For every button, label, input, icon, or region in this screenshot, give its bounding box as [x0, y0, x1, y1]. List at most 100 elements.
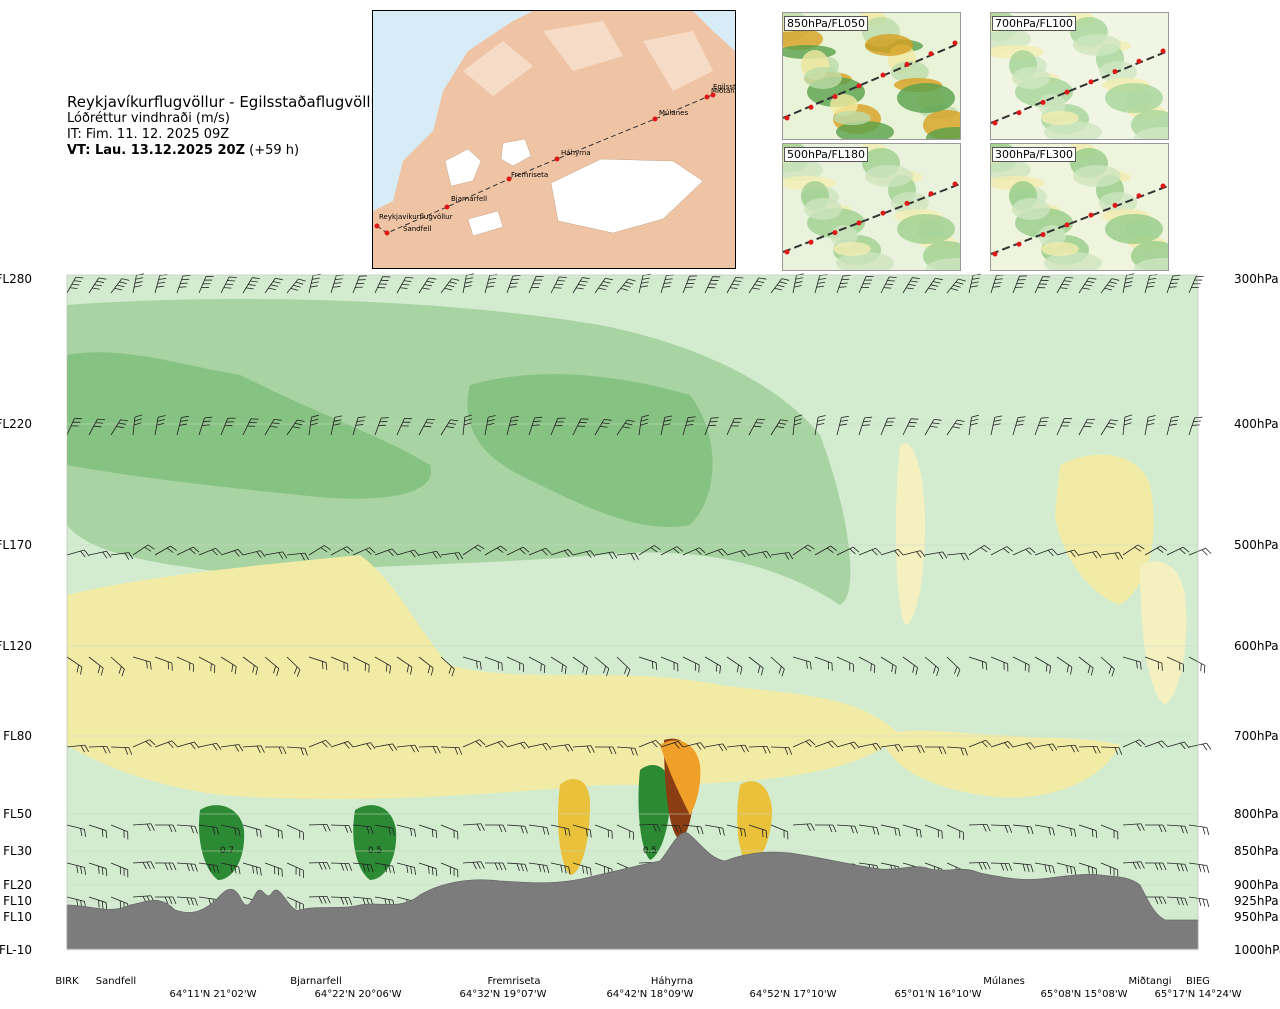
- wind-barb-feather: [271, 422, 280, 425]
- wind-barb-staff: [682, 824, 701, 828]
- wind-barb-feather: [382, 276, 391, 278]
- wind-barb-feather: [827, 741, 834, 749]
- wind-barb-feather: [479, 661, 482, 670]
- wind-barb-staff: [484, 656, 503, 664]
- wind-barb: [1100, 862, 1119, 878]
- wind-barb-feather: [674, 825, 679, 833]
- inset-route-point: [952, 40, 958, 46]
- wind-barb-staff: [176, 741, 195, 748]
- wind-barb: [660, 741, 684, 749]
- wind-barb-feather: [1170, 282, 1178, 284]
- wind-barb-staff: [308, 823, 328, 826]
- route-point-label: Reykjavíkurflugvöllur: [379, 213, 453, 221]
- wind-barb-staff: [352, 417, 359, 436]
- inset-route-point: [832, 230, 838, 236]
- wind-barb-staff: [902, 418, 912, 436]
- wind-barb-feather: [501, 740, 508, 747]
- wind-barb: [550, 417, 566, 436]
- wind-barb-staff: [880, 418, 889, 436]
- wind-barb-feather: [641, 281, 649, 284]
- wind-barb-feather: [718, 744, 724, 752]
- wind-barb-staff: [308, 545, 325, 556]
- wind-barb-feather: [755, 422, 764, 424]
- wind-barb-staff: [396, 418, 405, 436]
- wind-barb: [1122, 861, 1145, 870]
- wind-barb: [418, 277, 437, 294]
- wind-barb-feather: [1052, 866, 1055, 874]
- wind-barb-feather: [520, 825, 524, 834]
- inset-route-point: [856, 83, 862, 89]
- wind-barb-feather: [1182, 546, 1190, 553]
- wind-barb: [946, 656, 961, 677]
- wind-barb-feather: [1184, 864, 1188, 872]
- wind-barb: [154, 545, 177, 556]
- wind-barb-feather: [873, 665, 876, 674]
- wind-barb-feather: [707, 287, 716, 289]
- wind-barb-staff: [330, 896, 350, 899]
- wind-barb-feather: [1086, 280, 1095, 283]
- inset-blob: [1041, 111, 1079, 125]
- wind-barb: [308, 656, 328, 671]
- inset-500hpa-svg: [783, 144, 960, 270]
- wind-barb-feather: [1179, 548, 1186, 555]
- wind-barb-feather: [426, 280, 435, 283]
- wind-barb-feather: [734, 418, 742, 420]
- wind-barb-feather: [229, 276, 237, 278]
- wind-barb-staff: [1122, 544, 1139, 556]
- wind-barb-feather: [1169, 423, 1178, 426]
- wind-barb-staff: [528, 547, 546, 556]
- wind-barb-staff: [154, 740, 173, 748]
- wind-barb-feather: [1090, 667, 1094, 676]
- wind-barb: [660, 656, 679, 672]
- wind-barb-feather: [410, 745, 415, 753]
- wind-barb-feather: [806, 823, 811, 831]
- wind-barb-feather: [249, 422, 257, 424]
- wind-barb-feather: [1206, 743, 1212, 750]
- wind-barb-staff: [528, 276, 537, 294]
- wind-barb: [66, 896, 87, 909]
- wind-barb-feather: [953, 284, 961, 288]
- wind-barb-staff: [88, 550, 107, 556]
- wind-barb-feather: [332, 286, 341, 288]
- route-point-label: Miðtangi: [711, 87, 735, 95]
- wind-barb-feather: [355, 286, 363, 288]
- wind-barb-feather: [1018, 279, 1026, 281]
- wind-barb-feather: [250, 418, 259, 420]
- wind-barb-feather: [953, 666, 958, 674]
- wind-barb-feather: [964, 552, 969, 560]
- wind-barb-feather: [883, 287, 892, 289]
- wind-barb-feather: [410, 828, 413, 836]
- wind-barb-staff: [88, 277, 100, 294]
- wind-barb: [924, 656, 940, 676]
- wind-barb-feather: [674, 742, 680, 749]
- wind-barb-staff: [132, 823, 151, 826]
- wind-barb-feather: [766, 551, 772, 558]
- wind-barb-feather: [128, 552, 134, 560]
- wind-barb: [264, 277, 283, 294]
- wind-barb-feather: [533, 420, 541, 423]
- inset-blob: [926, 127, 960, 139]
- wind-barb-staff: [528, 742, 547, 748]
- wind-barb-feather: [172, 862, 177, 871]
- wind-barb-feather: [458, 747, 463, 755]
- wind-barb: [462, 739, 486, 748]
- wind-barb-feather: [476, 823, 481, 831]
- wind-barb-feather: [311, 414, 319, 418]
- wind-barb-feather: [524, 826, 528, 834]
- wind-barb-feather: [677, 741, 684, 748]
- wind-barb: [198, 547, 222, 556]
- wind-barb-feather: [348, 897, 353, 905]
- wind-barb-feather: [333, 423, 341, 426]
- wind-barb-staff: [154, 545, 171, 556]
- wind-barb-feather: [906, 287, 914, 290]
- wind-barb-feather: [450, 419, 459, 422]
- wind-barb: [770, 278, 790, 294]
- wind-barb-feather: [686, 282, 695, 285]
- wind-barb: [1166, 824, 1188, 834]
- wind-barb-staff: [968, 545, 985, 556]
- wind-barb-feather: [278, 552, 284, 560]
- wind-barb-feather: [186, 863, 190, 872]
- wind-barb-staff: [66, 896, 85, 902]
- waypoint-label: Sandfell: [96, 976, 136, 987]
- wind-barb: [924, 419, 942, 436]
